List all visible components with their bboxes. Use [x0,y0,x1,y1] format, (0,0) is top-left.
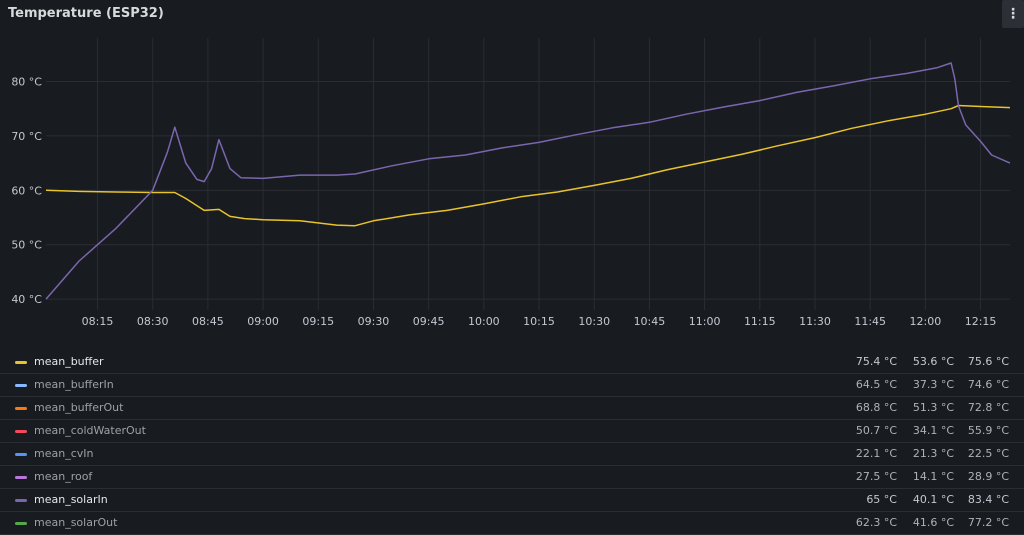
x-tick-label: 08:30 [137,315,169,328]
y-tick-label: 50 °C [11,239,42,252]
x-tick-label: 10:00 [468,315,500,328]
y-tick-label: 80 °C [11,76,42,89]
legend-series-name: mean_solarOut [34,516,118,529]
legend-value-1: 50.7 °C [855,424,897,437]
x-tick-label: 12:00 [910,315,942,328]
panel-menu-button[interactable]: ⋮ [1002,0,1024,28]
legend-value-2: 37.3 °C [912,378,954,391]
legend-series-name: mean_bufferIn [34,378,114,391]
legend-item[interactable]: mean_coldWaterOut 50.7 °C 34.1 °C 55.9 °… [0,420,1024,443]
legend-value-3: 55.9 °C [967,424,1009,437]
legend-series-name: mean_bufferOut [34,401,124,414]
legend-item[interactable]: mean_bufferOut 68.8 °C 51.3 °C 72.8 °C [0,397,1024,420]
legend-value-1: 62.3 °C [855,516,897,529]
legend-item[interactable]: mean_solarIn 65 °C 40.1 °C 83.4 °C [0,489,1024,512]
series-color-swatch [15,499,27,502]
legend-series-name: mean_buffer [34,355,104,368]
temperature-chart[interactable]: 40 °C 50 °C 60 °C 70 °C 80 °C 08:15 08:30 08:4… [0,28,1024,351]
legend-series-name: mean_solarIn [34,493,108,506]
x-tick-label: 09:00 [247,315,279,328]
legend-value-1: 22.1 °C [855,447,897,460]
series-color-swatch [15,407,27,410]
legend-value-3: 72.8 °C [967,401,1009,414]
legend-value-2: 21.3 °C [912,447,954,460]
legend-value-1: 75.4 °C [855,355,897,368]
legend-value-3: 28.9 °C [967,470,1009,483]
x-tick-label: 11:45 [854,315,886,328]
legend-value-2: 41.6 °C [912,516,954,529]
x-tick-label: 08:15 [82,315,114,328]
legend-series-name: mean_cvIn [34,447,94,460]
legend-value-1: 65 °C [866,493,897,506]
legend-value-1: 68.8 °C [855,401,897,414]
series-color-swatch [15,361,27,364]
legend-item[interactable]: mean_solarOut 62.3 °C 41.6 °C 77.2 °C [0,512,1024,535]
legend-value-3: 83.4 °C [967,493,1009,506]
chart-series [45,62,1011,300]
x-tick-label: 11:15 [744,315,776,328]
series-color-swatch [15,453,27,456]
x-tick-label: 11:30 [799,315,831,328]
x-tick-label: 10:30 [578,315,610,328]
y-tick-label: 70 °C [11,130,42,143]
legend-value-1: 27.5 °C [855,470,897,483]
legend-series-name: mean_roof [34,470,93,483]
x-tick-label: 10:15 [523,315,555,328]
x-tick-label: 08:45 [192,315,224,328]
legend-value-2: 51.3 °C [912,401,954,414]
series-line-mean_buffer [45,104,1011,227]
y-axis: 40 °C 50 °C 60 °C 70 °C 80 °C [11,76,42,307]
x-tick-label: 10:45 [634,315,666,328]
series-color-swatch [15,476,27,479]
chart-legend: mean_buffer 75.4 °C 53.6 °C 75.6 °C mean… [0,351,1024,535]
vertical-dots-icon: ⋮ [1006,6,1020,22]
legend-item[interactable]: mean_cvIn 22.1 °C 21.3 °C 22.5 °C [0,443,1024,466]
legend-value-2: 34.1 °C [912,424,954,437]
x-tick-label: 11:00 [689,315,721,328]
legend-value-1: 64.5 °C [855,378,897,391]
series-color-swatch [15,384,27,387]
legend-value-3: 75.6 °C [967,355,1009,368]
legend-item[interactable]: mean_buffer 75.4 °C 53.6 °C 75.6 °C [0,351,1024,374]
legend-item[interactable]: mean_roof 27.5 °C 14.1 °C 28.9 °C [0,466,1024,489]
legend-value-3: 22.5 °C [967,447,1009,460]
x-tick-label: 09:30 [358,315,390,328]
legend-value-3: 77.2 °C [967,516,1009,529]
x-tick-label: 09:45 [413,315,445,328]
series-line-mean_solarIn [45,62,1011,300]
legend-value-3: 74.6 °C [967,378,1009,391]
x-axis: 08:15 08:30 08:45 09:00 09:15 09:30 09:45 10:00… [82,315,997,328]
y-tick-label: 60 °C [11,184,42,197]
legend-item[interactable]: mean_bufferIn 64.5 °C 37.3 °C 74.6 °C [0,374,1024,397]
panel-title: Temperature (ESP32) [8,6,164,21]
legend-value-2: 53.6 °C [912,355,954,368]
legend-value-2: 14.1 °C [912,470,954,483]
series-color-swatch [15,430,27,433]
x-tick-label: 09:15 [302,315,334,328]
legend-series-name: mean_coldWaterOut [34,424,146,437]
legend-value-2: 40.1 °C [912,493,954,506]
x-tick-label: 12:15 [965,315,997,328]
series-color-swatch [15,522,27,525]
chart-grid [46,38,1010,310]
y-tick-label: 40 °C [11,293,42,306]
